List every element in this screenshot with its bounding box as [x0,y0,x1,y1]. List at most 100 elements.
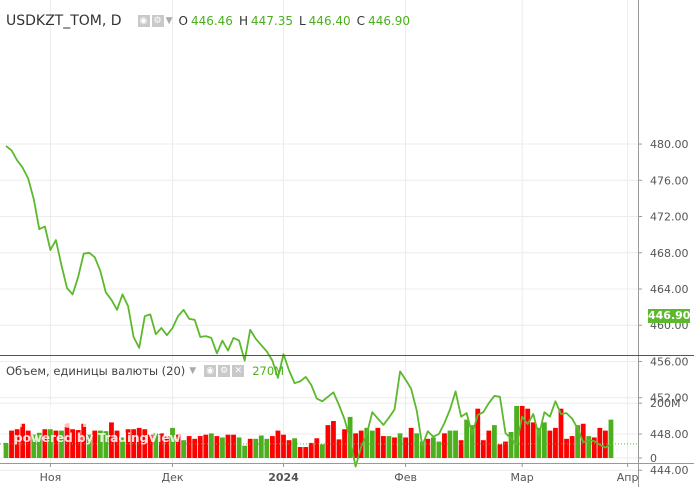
volume-bar [275,430,281,458]
volume-bar [325,425,331,458]
close-icon[interactable]: ✕ [232,365,245,377]
volume-bar [464,419,470,458]
volume-bar [303,447,309,458]
volume-bar [231,434,236,458]
volume-label[interactable]: Объем, единицы валюты (20) [6,364,186,378]
volume-bar [147,434,153,458]
volume-bar [342,429,347,458]
volume-bar [358,430,364,458]
time-tick-label: Фев [394,471,417,484]
volume-bar [414,433,420,458]
volume-bar [120,437,125,458]
volume-bar [192,438,198,458]
volume-bar [97,430,103,458]
price-tick-label: 464.00 [650,283,689,296]
volume-bar [603,430,608,458]
time-tick-label: Ноя [40,471,62,484]
volume-bar [42,429,48,458]
volume-bar [530,422,536,458]
volume-bar [503,441,508,458]
volume-bar [336,439,342,458]
volume-bar [203,434,209,458]
volume-bar [425,438,431,458]
time-tick-label: Мар [511,471,534,484]
symbol-label[interactable]: USDKZT_TOM, D [6,13,122,29]
volume-bar [214,436,220,458]
low-label: L [298,14,306,28]
price-line [5,145,612,468]
dropdown-arrow-icon[interactable]: ▼ [189,366,197,376]
close-value: 446.90 [368,14,411,28]
high-value: 447.35 [250,14,293,28]
volume-bar [136,427,142,458]
volume-bar [392,437,397,458]
volume-value: 270M [252,364,285,378]
volume-bar [514,405,519,458]
price-tick-label: 444.00 [650,464,689,477]
volume-tick-label: 200M [650,397,681,410]
volume-bar [297,447,303,458]
volume-bar [197,436,203,458]
volume-bar [270,436,275,458]
eye-icon[interactable]: ◉ [137,15,150,27]
volume-bar [408,427,414,458]
volume-bar [492,425,497,458]
volume-bar [181,440,186,458]
volume-bar [25,430,31,458]
volume-bar [508,431,514,458]
settings-icon[interactable]: ⚙ [151,15,164,27]
volume-bar [386,436,392,458]
volume-bar [92,430,98,458]
volume-bar [208,433,214,458]
low-value: 446.40 [308,14,351,28]
volume-bar [497,444,503,458]
volume-bar [175,434,181,458]
volume-bar [397,433,403,458]
volume-bar [353,433,359,458]
volume-legend: Объем, единицы валюты (20) ▼ ◉ ⚙ ✕ 270M [6,364,284,378]
volume-bar [525,408,531,458]
close-label: C [356,14,366,28]
volume-bar [281,434,286,458]
volume-bar [109,422,114,458]
volume-bar [519,405,525,458]
volume-bar [286,440,292,458]
volume-bar [453,430,458,458]
settings-icon[interactable]: ⚙ [218,365,231,377]
volume-bar [541,422,547,458]
volume-bar [242,445,248,458]
volume-bar [375,427,381,458]
volume-bar [403,437,408,458]
volume-bar [486,430,492,458]
volume-bar [569,436,575,458]
volume-bar [125,429,131,458]
volume-bar [591,437,597,458]
last-price-tag: 446.90 [648,309,691,323]
volume-bar [264,438,270,458]
volume-bar [564,438,569,458]
volume-tick-label: 0 [650,452,657,465]
volume-bar [292,438,297,458]
volume-bar [586,436,592,458]
volume-bar [186,436,192,458]
time-tick-label: Апр [617,471,639,484]
volume-bar [419,441,425,458]
volume-bar [247,438,253,458]
volume-bar [3,442,9,458]
volume-bar [31,434,37,458]
volume-bar [258,435,264,458]
eye-icon[interactable]: ◉ [204,365,217,377]
volume-bar [103,431,109,458]
volume-bar [236,437,242,458]
time-tick-label: Дек [161,471,183,484]
volume-bar [170,427,175,458]
volume-bar [480,440,486,458]
volume-bar [164,436,170,458]
logo-sub-text: powered by TradingView [14,431,181,445]
dropdown-arrow-icon[interactable]: ▼ [165,16,173,26]
volume-bar [442,433,447,458]
volume-bar [9,430,14,458]
volume-bar [253,438,259,458]
volume-bar [314,438,320,458]
volume-bar [608,419,614,458]
